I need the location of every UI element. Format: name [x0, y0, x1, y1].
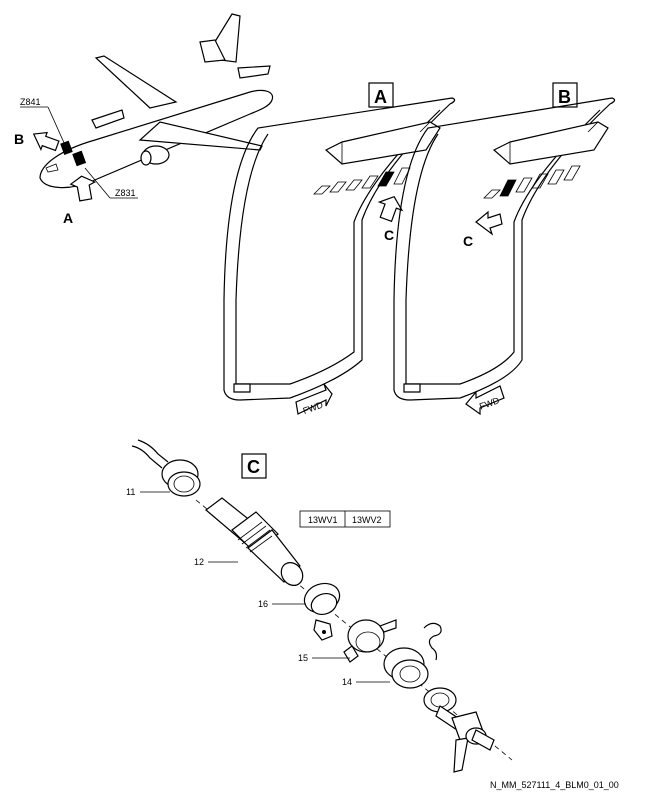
view-A-door-panel: [223, 82, 456, 415]
callout-15: 15: [298, 653, 308, 663]
zone-label-lower: Z831: [115, 188, 136, 198]
view-A-label: A: [374, 87, 387, 107]
view-B-door-panel: [393, 82, 616, 416]
figure-reference: N_MM_527111_4_BLM0_01_00: [490, 780, 619, 790]
view-B-arrow-C-label: C: [463, 233, 473, 249]
callout-16: 16: [258, 599, 268, 609]
callout-12: 12: [194, 557, 204, 567]
zone-label-upper: Z841: [20, 97, 41, 107]
view-C-label: C: [247, 457, 260, 477]
view-B-label: B: [558, 87, 571, 107]
callout-11: 11: [126, 487, 135, 497]
aircraft-arrow-B-label: B: [14, 131, 24, 147]
effectivity-table: [299, 510, 391, 528]
effectivity-cell-2: 13WV2: [352, 515, 382, 525]
view-A-arrow-C-label: C: [384, 227, 394, 243]
callout-14: 14: [342, 677, 352, 687]
aircraft-arrow-A-label: A: [63, 210, 73, 226]
effectivity-cell-1: 13WV1: [308, 515, 338, 525]
detail-C-exploded-view: [131, 439, 513, 773]
aircraft-overview: [20, 13, 274, 202]
